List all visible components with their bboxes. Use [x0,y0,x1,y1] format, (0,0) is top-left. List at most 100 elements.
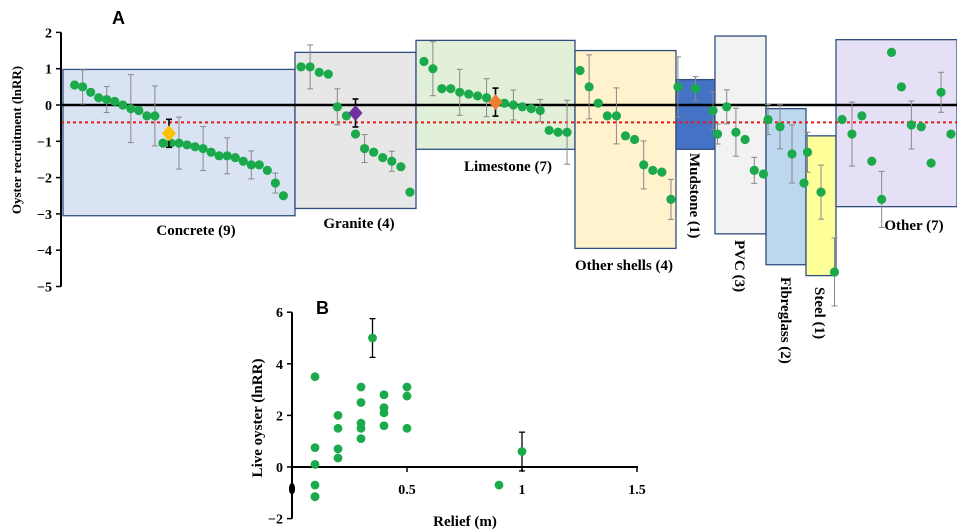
data-point [847,129,857,139]
data-point [214,151,224,161]
data-point [620,131,631,141]
data-point [802,147,813,157]
data-point [473,91,483,101]
panel-b-label: B [316,298,329,318]
data-point [359,143,370,154]
panel-a-label: A [112,8,125,28]
data-point [455,87,465,97]
y-tick-label: 2 [45,26,52,41]
y-tick-label: 2 [276,409,283,424]
x-tick-label: 1 [519,483,526,498]
data-point [508,100,518,110]
data-point [763,114,773,125]
data-point [126,104,136,114]
data-point [877,194,887,204]
data-point [481,93,492,103]
data-point [916,122,926,132]
y-tick-label: 4 [276,358,283,373]
data-point [402,391,412,401]
group-label: Other shells (4) [575,258,673,274]
data-point [517,102,527,112]
data-point [332,102,342,112]
data-point [356,382,366,392]
y-axis-ticks: 2 1 0 −1 −2 −3 −4 −5 [37,26,61,296]
data-point [198,143,208,154]
data-point [378,153,388,163]
data-point [310,460,320,469]
data-point [254,160,264,170]
data-point [102,94,112,105]
data-point [517,447,527,456]
x-tick-label: 1.5 [628,483,646,498]
group-label: PVC (3) [731,240,747,292]
data-point [118,100,128,110]
data-point [419,56,429,67]
y-axis-label: Oyster recruitment (lnRR) [9,66,24,214]
data-point [611,111,622,121]
data-point [350,129,361,139]
data-point [182,140,192,150]
data-point [562,127,572,137]
data-point [857,111,867,121]
data-point [593,98,603,108]
data-point [341,111,352,121]
data-point [946,129,956,139]
y-tick-label: −3 [37,208,52,223]
data-point [246,160,256,170]
data-point [629,134,640,145]
y-tick-label: −2 [268,513,283,528]
data-point [333,444,343,454]
group-label: Granite (4) [323,216,394,232]
data-point [310,480,320,490]
y-tick-label: −2 [37,172,52,187]
data-point [310,443,320,453]
data-points [310,333,527,502]
data-point [886,47,897,57]
data-point [70,80,80,90]
data-point [657,167,667,177]
x-tick-label: 0.5 [398,483,416,498]
data-point [936,87,946,97]
data-point [368,333,377,343]
data-point [310,372,320,382]
data-point [86,87,96,97]
data-point [379,421,389,431]
group-label: Concrete (9) [156,223,235,239]
data-point [94,93,104,103]
data-point [639,160,649,170]
data-point [446,84,456,94]
data-point [387,156,397,166]
y-tick-label: 0 [45,99,52,114]
data-point [867,156,877,166]
data-point [740,134,750,145]
y-axis-label: Live oyster (lnRR) [250,359,266,478]
group-labels: Concrete (9) Granite (4) Limestone (7) Othe… [156,153,943,364]
data-point [749,165,759,175]
data-point [535,105,545,116]
mean-marker [348,104,363,121]
data-point [799,178,809,188]
data-point [396,162,406,172]
group-label: Mudstone (1) [686,153,702,238]
data-point [722,102,732,112]
data-point [314,67,324,77]
data-point [829,267,840,277]
group-label: Steel (1) [811,287,827,339]
group-label: Fibreglass (2) [777,277,793,364]
data-point [494,480,504,490]
data-point [323,69,333,79]
data-point [787,149,797,159]
panel-a: 2 1 0 −1 −2 −3 −4 −5 Concrete (9) Granite (4) Lim… [9,8,957,364]
data-point [206,147,216,157]
data-point [673,82,683,92]
group-label: Limestone (7) [464,159,552,175]
data-point [758,169,769,179]
group-box [765,107,807,266]
group-box [714,35,767,235]
data-point [526,104,536,114]
y-tick-label: −4 [37,244,52,259]
data-point [356,398,366,407]
data-point [690,84,701,94]
data-point [356,434,366,444]
